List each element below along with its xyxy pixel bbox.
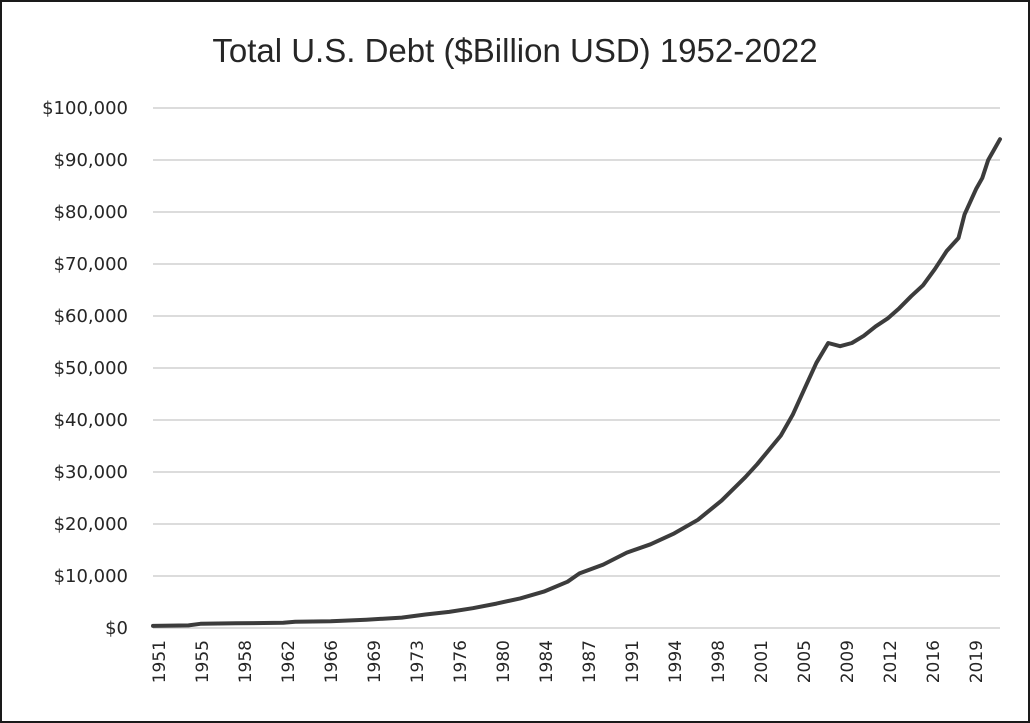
x-tick-label: 2012 bbox=[881, 640, 901, 683]
y-tick-label: $70,000 bbox=[54, 254, 128, 275]
x-tick-label: 1962 bbox=[279, 640, 299, 683]
y-tick-label: $0 bbox=[105, 618, 128, 639]
x-tick-label: 2016 bbox=[924, 640, 944, 683]
y-axis-ticks: $0 $10,000 $20,000 $30,000 $40,000 $50,000 $60… bbox=[42, 98, 128, 639]
x-tick-label: 1955 bbox=[193, 640, 213, 683]
x-tick-label: 1969 bbox=[365, 640, 385, 683]
y-tick-label: $40,000 bbox=[54, 410, 128, 431]
x-tick-label: 1987 bbox=[580, 640, 600, 683]
y-tick-label: $30,000 bbox=[54, 462, 128, 483]
x-tick-label: 1976 bbox=[451, 640, 471, 683]
x-tick-label: 1973 bbox=[408, 640, 428, 683]
x-tick-label: 2005 bbox=[795, 640, 815, 683]
total-debt-series-line bbox=[151, 137, 1002, 628]
y-tick-label: $100,000 bbox=[42, 98, 128, 119]
y-tick-label: $60,000 bbox=[54, 306, 128, 327]
x-tick-label: 1980 bbox=[494, 640, 514, 683]
y-tick-label: $90,000 bbox=[54, 150, 128, 171]
x-axis-ticks: 1951 1955 1958 1962 1966 1969 1973 1976 1980 1984… bbox=[150, 640, 987, 683]
x-tick-label: 1984 bbox=[537, 640, 557, 683]
x-tick-label: 2009 bbox=[838, 640, 858, 683]
x-tick-label: 1991 bbox=[623, 640, 643, 683]
x-tick-label: 2001 bbox=[752, 640, 772, 683]
x-tick-label: 1966 bbox=[322, 640, 342, 683]
y-tick-label: $80,000 bbox=[54, 202, 128, 223]
x-tick-label: 1994 bbox=[666, 640, 686, 683]
x-tick-label: 1958 bbox=[236, 640, 256, 683]
y-tick-label: $50,000 bbox=[54, 358, 128, 379]
x-tick-label: 1998 bbox=[709, 640, 729, 683]
chart-title: Total U.S. Debt ($Billion USD) 1952-2022 bbox=[212, 32, 817, 69]
gridlines bbox=[153, 107, 1000, 629]
y-tick-label: $10,000 bbox=[54, 566, 128, 587]
x-tick-label: 2019 bbox=[967, 640, 987, 683]
x-tick-label: 1951 bbox=[150, 640, 170, 683]
y-tick-label: $20,000 bbox=[54, 514, 128, 535]
